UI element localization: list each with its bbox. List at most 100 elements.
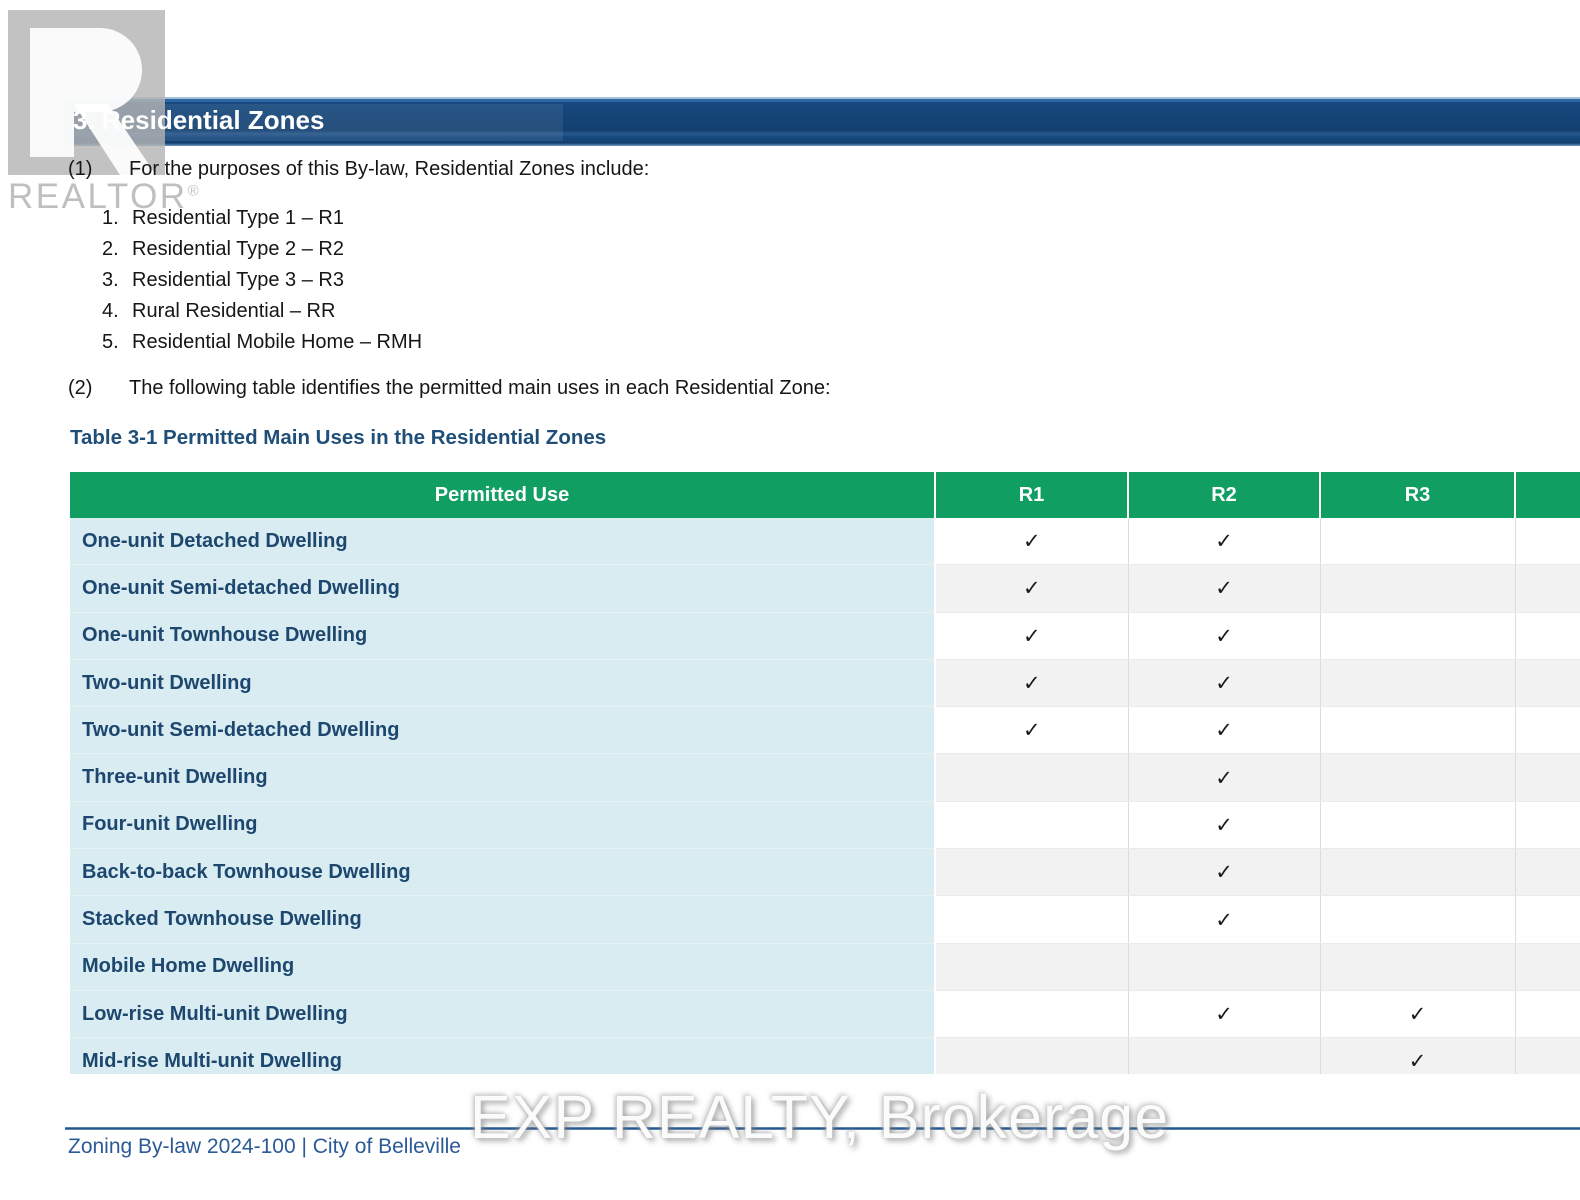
check-icon: ✓ <box>1128 848 1321 897</box>
empty-cell <box>1320 943 1516 991</box>
table-row: One-unit Detached Dwelling ✓ ✓ <box>70 518 1580 566</box>
clause-1-text: For the purposes of this By-law, Residen… <box>129 158 650 180</box>
check-icon: ✓ <box>1320 1037 1516 1074</box>
empty-cell <box>1515 612 1580 660</box>
empty-cell <box>935 895 1129 944</box>
empty-cell <box>935 753 1129 802</box>
permitted-use-table-body: One-unit Detached Dwelling ✓ ✓ One-unit Sem… <box>70 518 1580 1074</box>
permitted-use-label: Back-to-back Townhouse Dwelling <box>70 848 936 897</box>
realtor-word: REALTOR <box>8 177 188 216</box>
zone-list-item: 2. Residential Type 2 – R2 <box>102 234 422 265</box>
empty-cell <box>1320 706 1516 755</box>
table-row: Mobile Home Dwelling <box>70 943 1580 991</box>
check-icon: ✓ <box>1128 564 1321 613</box>
table-row: Two-unit Semi-detached Dwelling ✓ ✓ <box>70 706 1580 755</box>
empty-cell <box>1515 848 1580 897</box>
footer-rule <box>65 1127 1580 1130</box>
empty-cell <box>935 990 1129 1039</box>
check-icon: ✓ <box>1320 990 1516 1039</box>
empty-cell <box>1320 753 1516 802</box>
check-icon: ✓ <box>935 612 1129 660</box>
check-icon: ✓ <box>1128 612 1321 660</box>
empty-cell <box>1515 706 1580 755</box>
table-row: Four-unit Dwelling ✓ <box>70 801 1580 850</box>
table-title: Table 3-1 Permitted Main Uses in the Res… <box>70 426 607 449</box>
empty-cell <box>1515 943 1580 991</box>
zone-item-number: 2. <box>102 238 119 260</box>
empty-cell <box>1515 1037 1580 1074</box>
empty-cell <box>1515 895 1580 944</box>
empty-cell <box>1320 895 1516 944</box>
permitted-use-label: One-unit Townhouse Dwelling <box>70 612 936 660</box>
column-header-r1: R1 <box>935 472 1129 518</box>
table-row: One-unit Townhouse Dwelling ✓ ✓ <box>70 612 1580 660</box>
permitted-use-label: Three-unit Dwelling <box>70 753 936 802</box>
clause-2: (2) The following table identifies the p… <box>68 377 831 400</box>
empty-cell <box>1128 1037 1321 1074</box>
permitted-use-label: Four-unit Dwelling <box>70 801 936 850</box>
zone-list: 1. Residential Type 1 – R1 2. Residential T… <box>102 203 422 358</box>
table-row: Mid-rise Multi-unit Dwelling ✓ <box>70 1037 1580 1074</box>
table-row: Back-to-back Townhouse Dwelling ✓ <box>70 848 1580 897</box>
clause-2-number: (2) <box>68 377 93 399</box>
permitted-use-label: Low-rise Multi-unit Dwelling <box>70 990 936 1039</box>
table-row: Three-unit Dwelling ✓ <box>70 753 1580 802</box>
realtor-watermark: REALTOR® <box>8 10 199 217</box>
empty-cell <box>935 801 1129 850</box>
permitted-use-label: Stacked Townhouse Dwelling <box>70 895 936 944</box>
empty-cell <box>1515 990 1580 1039</box>
section-header-bar <box>65 97 1580 146</box>
zone-item-text: Rural Residential – RR <box>132 300 336 322</box>
empty-cell <box>1320 659 1516 708</box>
permitted-use-label: One-unit Detached Dwelling <box>70 518 936 566</box>
empty-cell <box>1515 753 1580 802</box>
permitted-use-label: Two-unit Dwelling <box>70 659 936 708</box>
empty-cell <box>1515 518 1580 566</box>
check-icon: ✓ <box>1128 659 1321 708</box>
zone-item-number: 1. <box>102 207 119 229</box>
column-header-r2: R2 <box>1128 472 1321 518</box>
check-icon: ✓ <box>935 518 1129 566</box>
empty-cell <box>1320 801 1516 850</box>
empty-cell <box>935 848 1129 897</box>
empty-cell <box>1515 564 1580 613</box>
zone-item-text: Residential Type 2 – R2 <box>132 238 344 260</box>
table-row: Low-rise Multi-unit Dwelling ✓ ✓ <box>70 990 1580 1039</box>
table-row: Two-unit Dwelling ✓ ✓ <box>70 659 1580 708</box>
check-icon: ✓ <box>935 659 1129 708</box>
empty-cell <box>1515 659 1580 708</box>
empty-cell <box>1320 612 1516 660</box>
empty-cell <box>1128 943 1321 991</box>
zone-item-text: Residential Type 1 – R1 <box>132 207 344 229</box>
clause-1: (1) For the purposes of this By-law, Res… <box>68 158 649 181</box>
check-icon: ✓ <box>935 564 1129 613</box>
check-icon: ✓ <box>1128 753 1321 802</box>
column-header-permitted-use: Permitted Use <box>70 472 936 518</box>
empty-cell <box>1320 518 1516 566</box>
zone-item-number: 3. <box>102 269 119 291</box>
realtor-watermark-text: REALTOR® <box>8 177 199 217</box>
permitted-use-label: Mid-rise Multi-unit Dwelling <box>70 1037 936 1074</box>
zone-list-item: 5. Residential Mobile Home – RMH <box>102 327 422 358</box>
permitted-use-label: One-unit Semi-detached Dwelling <box>70 564 936 613</box>
permitted-use-label: Two-unit Semi-detached Dwelling <box>70 706 936 755</box>
clause-1-number: (1) <box>68 158 93 180</box>
zone-item-number: 4. <box>102 300 119 322</box>
section-title: 3. Residential Zones <box>73 105 325 135</box>
check-icon: ✓ <box>1128 990 1321 1039</box>
check-icon: ✓ <box>1128 706 1321 755</box>
zone-item-text: Residential Mobile Home – RMH <box>132 331 423 353</box>
zone-list-item: 1. Residential Type 1 – R1 <box>102 203 422 234</box>
table-row: Stacked Townhouse Dwelling ✓ <box>70 895 1580 944</box>
empty-cell <box>1515 801 1580 850</box>
zone-list-item: 3. Residential Type 3 – R3 <box>102 265 422 296</box>
empty-cell <box>1320 848 1516 897</box>
column-header-cropped <box>1515 472 1580 518</box>
empty-cell <box>1320 564 1516 613</box>
table-3-1: Permitted Use R1 R2 R3 One-unit Detached Dw… <box>70 472 1580 1074</box>
permitted-uses-table: Permitted Use R1 R2 R3 One-unit Detached Dw… <box>70 472 1580 1074</box>
table-row: One-unit Semi-detached Dwelling ✓ ✓ <box>70 564 1580 613</box>
permitted-use-label: Mobile Home Dwelling <box>70 943 936 991</box>
clause-2-text: The following table identifies the permi… <box>129 377 831 399</box>
